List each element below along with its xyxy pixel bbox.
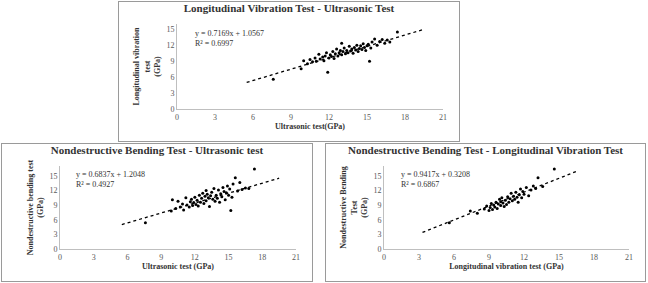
svg-text:y = 0.7169x + 1.0567R² = 0.699: y = 0.7169x + 1.0567R² = 0.6997 <box>195 29 264 48</box>
svg-text:3: 3 <box>53 230 57 239</box>
svg-text:y = 0.6837x + 1.2048R² = 0.492: y = 0.6837x + 1.2048R² = 0.4927 <box>76 170 145 189</box>
svg-text:21: 21 <box>625 253 633 262</box>
svg-text:9: 9 <box>377 201 381 210</box>
svg-text:0: 0 <box>175 113 179 122</box>
svg-text:9: 9 <box>289 113 293 122</box>
svg-text:y = 0.9417x + 0.3208R² = 0.686: y = 0.9417x + 0.3208R² = 0.6867 <box>401 170 470 189</box>
svg-text:15: 15 <box>49 172 57 181</box>
svg-text:0: 0 <box>170 105 174 114</box>
svg-text:Longitudinal vibrationtest(GPa: Longitudinal vibrationtest(GPa) <box>132 27 162 106</box>
svg-text:3: 3 <box>213 113 217 122</box>
svg-text:Longitudinal Vibration Test -: Longitudinal Vibration Test - Ultrasonic… <box>184 2 395 14</box>
svg-text:0: 0 <box>58 253 62 262</box>
svg-text:18: 18 <box>590 253 598 262</box>
svg-text:6: 6 <box>53 216 57 225</box>
svg-text:18: 18 <box>258 253 266 262</box>
svg-text:6: 6 <box>125 253 129 262</box>
svg-text:12: 12 <box>325 113 333 122</box>
svg-text:6: 6 <box>377 216 381 225</box>
svg-text:3: 3 <box>170 89 174 98</box>
svg-text:15: 15 <box>373 172 381 181</box>
svg-text:15: 15 <box>363 113 371 122</box>
svg-text:6: 6 <box>170 73 174 82</box>
svg-text:9: 9 <box>170 57 174 66</box>
svg-text:Nondestructive Bending Test -: Nondestructive Bending Test - Ultrasonic… <box>51 144 264 156</box>
svg-text:3: 3 <box>417 253 421 262</box>
svg-text:15: 15 <box>225 253 233 262</box>
svg-text:6: 6 <box>251 113 255 122</box>
svg-text:0: 0 <box>377 245 381 254</box>
svg-text:12: 12 <box>373 186 381 195</box>
svg-text:Ultrasonic test (GPa): Ultrasonic test (GPa) <box>142 262 214 271</box>
svg-text:12: 12 <box>520 253 528 262</box>
svg-text:0: 0 <box>53 245 57 254</box>
svg-text:Nondestructive bending test(GP: Nondestructive bending test(GPa) <box>26 159 45 255</box>
svg-text:12: 12 <box>166 41 174 50</box>
svg-text:6: 6 <box>452 253 456 262</box>
svg-text:Longitudinal vibration test (G: Longitudinal vibration test (GPa) <box>449 262 564 271</box>
svg-text:0: 0 <box>382 253 386 262</box>
svg-text:15: 15 <box>555 253 563 262</box>
svg-text:21: 21 <box>439 113 447 122</box>
svg-text:12: 12 <box>49 186 57 195</box>
svg-text:3: 3 <box>92 253 96 262</box>
svg-text:Nondestructive BendingTest(GPa: Nondestructive BendingTest(GPa) <box>339 166 369 248</box>
svg-text:15: 15 <box>166 25 174 34</box>
svg-text:21: 21 <box>292 253 300 262</box>
svg-text:12: 12 <box>191 253 199 262</box>
svg-text:Ultrasonic test(GPa): Ultrasonic test(GPa) <box>275 122 345 131</box>
svg-text:9: 9 <box>159 253 163 262</box>
svg-text:9: 9 <box>487 253 491 262</box>
svg-text:Nondestructive Bending Test -: Nondestructive Bending Test - Longitudin… <box>348 144 623 156</box>
svg-text:18: 18 <box>401 113 409 122</box>
svg-text:3: 3 <box>377 230 381 239</box>
svg-text:9: 9 <box>53 201 57 210</box>
